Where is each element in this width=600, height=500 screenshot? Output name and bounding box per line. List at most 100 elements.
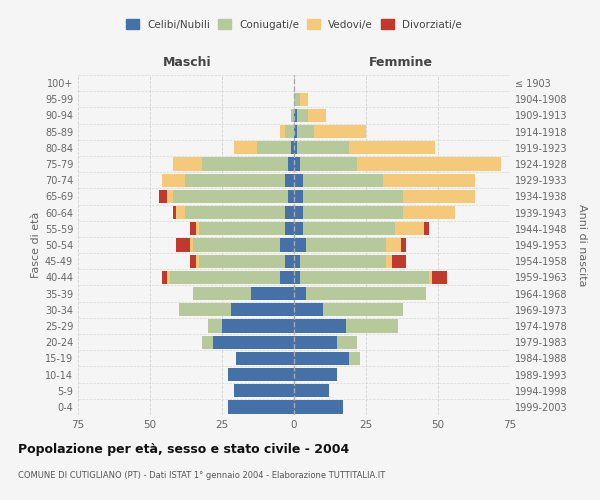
Bar <box>228 400 294 413</box>
Bar <box>190 238 193 252</box>
Bar <box>286 206 294 220</box>
Bar <box>300 270 430 284</box>
Bar <box>294 158 300 170</box>
Text: Maschi: Maschi <box>163 56 212 68</box>
Bar <box>193 287 251 300</box>
Bar <box>291 109 294 122</box>
Bar <box>233 141 257 154</box>
Bar <box>294 141 297 154</box>
Bar <box>294 303 323 316</box>
Bar <box>158 190 167 203</box>
Bar <box>257 141 291 154</box>
Bar <box>294 254 300 268</box>
Bar <box>305 287 427 300</box>
Bar <box>383 174 475 187</box>
Bar <box>386 238 401 252</box>
Bar <box>308 109 326 122</box>
Bar <box>403 206 455 220</box>
Bar <box>222 320 294 332</box>
Bar <box>294 92 300 106</box>
Bar <box>432 270 446 284</box>
Legend: Celibi/Nubili, Coniugati/e, Vedovi/e, Divorziati/e: Celibi/Nubili, Coniugati/e, Vedovi/e, Di… <box>122 15 466 34</box>
Bar <box>294 368 337 381</box>
Bar <box>294 125 297 138</box>
Bar <box>294 206 302 220</box>
Bar <box>233 384 294 398</box>
Bar <box>190 254 196 268</box>
Bar <box>302 174 383 187</box>
Bar <box>280 270 294 284</box>
Bar <box>430 270 432 284</box>
Bar <box>337 336 358 349</box>
Bar <box>173 190 288 203</box>
Bar <box>294 384 329 398</box>
Bar <box>305 238 386 252</box>
Bar <box>349 352 360 365</box>
Bar <box>294 270 300 284</box>
Y-axis label: Anni di nascita: Anni di nascita <box>577 204 587 286</box>
Bar <box>392 254 406 268</box>
Bar <box>294 336 337 349</box>
Bar <box>286 254 294 268</box>
Bar <box>297 141 349 154</box>
Bar <box>300 92 308 106</box>
Bar <box>323 303 403 316</box>
Bar <box>294 222 302 235</box>
Bar <box>167 270 170 284</box>
Bar <box>179 303 230 316</box>
Text: COMUNE DI CUTIGLIANO (PT) - Dati ISTAT 1° gennaio 2004 - Elaborazione TUTTITALIA: COMUNE DI CUTIGLIANO (PT) - Dati ISTAT 1… <box>18 471 385 480</box>
Bar <box>286 125 294 138</box>
Bar <box>190 222 196 235</box>
Bar <box>297 109 308 122</box>
Bar <box>294 352 349 365</box>
Bar <box>288 158 294 170</box>
Bar <box>280 238 294 252</box>
Bar <box>346 320 398 332</box>
Bar <box>314 125 366 138</box>
Bar <box>185 206 286 220</box>
Bar <box>286 174 294 187</box>
Bar <box>196 222 199 235</box>
Bar <box>199 222 286 235</box>
Bar <box>403 190 475 203</box>
Bar <box>294 238 305 252</box>
Bar <box>170 270 280 284</box>
Bar <box>300 158 358 170</box>
Bar <box>280 125 286 138</box>
Bar <box>294 400 343 413</box>
Bar <box>395 222 424 235</box>
Bar <box>230 303 294 316</box>
Bar <box>294 190 302 203</box>
Bar <box>196 254 199 268</box>
Bar <box>401 238 406 252</box>
Bar <box>294 320 346 332</box>
Bar <box>358 158 502 170</box>
Bar <box>173 206 176 220</box>
Bar <box>167 190 173 203</box>
Bar <box>302 206 403 220</box>
Bar <box>161 270 167 284</box>
Bar <box>176 238 190 252</box>
Bar <box>173 158 202 170</box>
Bar <box>302 190 403 203</box>
Bar <box>228 368 294 381</box>
Bar <box>300 254 386 268</box>
Bar <box>193 238 280 252</box>
Bar <box>214 336 294 349</box>
Bar <box>288 190 294 203</box>
Bar <box>294 287 305 300</box>
Bar <box>349 141 435 154</box>
Bar <box>424 222 430 235</box>
Bar <box>202 336 214 349</box>
Bar <box>208 320 222 332</box>
Text: Femmine: Femmine <box>368 56 433 68</box>
Bar <box>161 174 185 187</box>
Bar <box>185 174 286 187</box>
Bar <box>294 174 302 187</box>
Bar <box>202 158 288 170</box>
Bar <box>302 222 395 235</box>
Bar <box>294 109 297 122</box>
Bar <box>251 287 294 300</box>
Bar <box>286 222 294 235</box>
Bar <box>297 125 314 138</box>
